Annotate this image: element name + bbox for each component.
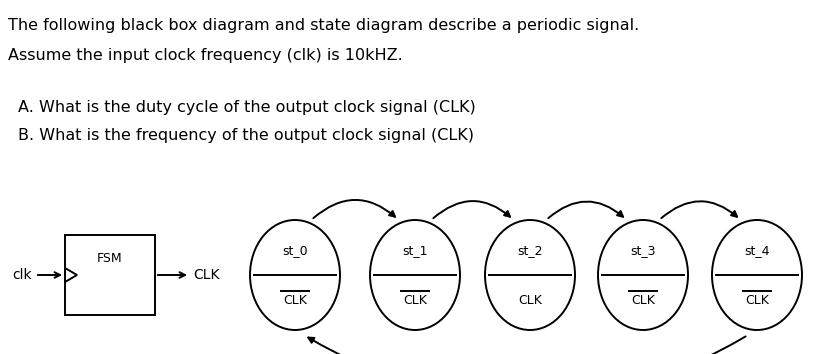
FancyArrowPatch shape (308, 336, 746, 354)
Text: st_2: st_2 (517, 244, 543, 257)
Text: CLK: CLK (193, 268, 220, 282)
FancyArrowPatch shape (549, 201, 623, 218)
Text: CLK: CLK (403, 294, 427, 307)
Text: A. What is the duty cycle of the output clock signal (CLK): A. What is the duty cycle of the output … (18, 100, 476, 115)
Text: CLK: CLK (631, 294, 655, 307)
FancyArrowPatch shape (433, 201, 510, 218)
Text: st_3: st_3 (630, 244, 655, 257)
Text: Assume the input clock frequency (clk) is 10kHZ.: Assume the input clock frequency (clk) i… (8, 48, 402, 63)
Text: FSM: FSM (97, 252, 123, 266)
Bar (65, 235, 155, 315)
Text: clk: clk (13, 268, 32, 282)
Text: st_4: st_4 (744, 244, 770, 257)
Text: CLK: CLK (283, 294, 307, 307)
FancyArrowPatch shape (313, 200, 395, 218)
Text: st_0: st_0 (282, 244, 308, 257)
Text: B. What is the frequency of the output clock signal (CLK): B. What is the frequency of the output c… (18, 128, 474, 143)
Text: st_1: st_1 (402, 244, 428, 257)
Text: The following black box diagram and state diagram describe a periodic signal.: The following black box diagram and stat… (8, 18, 640, 33)
Text: CLK: CLK (518, 294, 542, 307)
FancyArrowPatch shape (661, 201, 737, 218)
Text: CLK: CLK (745, 294, 769, 307)
